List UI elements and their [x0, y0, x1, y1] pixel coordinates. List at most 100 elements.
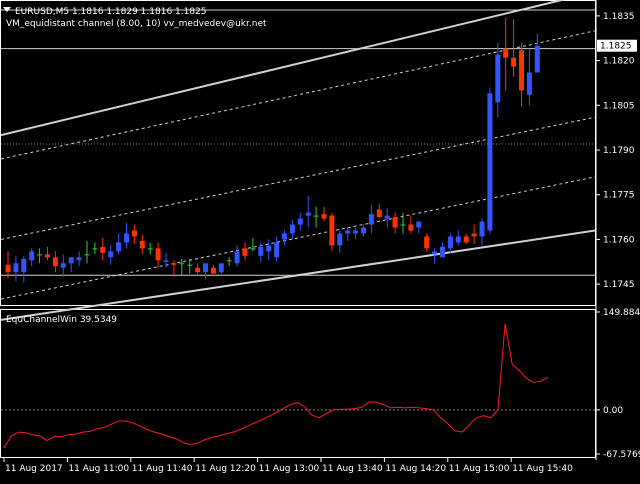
price-tick-label: 1.1745: [603, 280, 635, 290]
candle: [361, 224, 366, 237]
candle-body: [266, 245, 272, 252]
candle: [68, 257, 74, 273]
candle: [171, 260, 177, 277]
candle: [29, 248, 35, 267]
candle: [519, 42, 524, 107]
current-price-box: [597, 39, 637, 52]
candle: [226, 257, 232, 267]
candle-body: [487, 93, 493, 231]
candle-body: [503, 48, 509, 58]
candle-body: [116, 242, 122, 252]
candle: [297, 212, 303, 231]
candle: [155, 242, 161, 268]
candle-body: [234, 251, 240, 264]
candle: [400, 212, 406, 234]
candle: [345, 227, 351, 241]
candle: [52, 251, 58, 273]
candle-body: [432, 251, 438, 255]
time-tick-label: 11 Aug 2017: [5, 464, 63, 474]
oscillator-tick-label: 0.00: [603, 406, 623, 416]
candle: [463, 233, 469, 244]
candle-body: [353, 230, 359, 234]
candle: [100, 237, 106, 261]
candle-body: [534, 45, 540, 73]
time-tick-label: 11 Aug 15:40: [512, 464, 573, 474]
candle: [195, 263, 201, 274]
candle: [116, 233, 122, 255]
candle-body: [408, 224, 414, 231]
candle-body: [187, 264, 193, 266]
candle: [305, 196, 311, 228]
candle: [266, 239, 272, 261]
candle: [21, 255, 27, 283]
candle: [368, 205, 374, 234]
candle-body: [495, 54, 501, 103]
candle-body: [455, 236, 461, 243]
candle-body: [139, 240, 145, 249]
candle-body: [384, 215, 390, 219]
collapse-arrow-icon[interactable]: [3, 7, 11, 12]
candle-body: [100, 246, 106, 253]
time-tick-label: 11 Aug 13:00: [259, 464, 320, 474]
candle-body: [218, 263, 224, 273]
time-tick-label: 11 Aug 14:20: [385, 464, 446, 474]
candle: [84, 240, 90, 264]
channel-line: [0, 0, 567, 137]
channel-line: [0, 176, 596, 300]
candle-body: [179, 263, 185, 265]
candle: [282, 230, 287, 246]
candle-body: [210, 267, 216, 274]
candle: [424, 233, 430, 252]
time-tick-label: 11 Aug 15:00: [449, 464, 510, 474]
candle: [503, 17, 509, 91]
candle-body: [13, 263, 19, 273]
candle: [329, 212, 335, 252]
candle: [210, 264, 216, 274]
candle: [353, 227, 359, 240]
candle: [218, 263, 224, 274]
candle: [187, 258, 193, 274]
candle: [384, 208, 390, 228]
candle-body: [337, 233, 343, 246]
candle-body: [289, 224, 295, 234]
candle: [92, 242, 98, 255]
candle: [5, 251, 11, 279]
price-pane-frame: [0, 0, 596, 306]
candle: [203, 263, 208, 280]
candle: [511, 18, 517, 77]
candle-body: [440, 246, 445, 258]
candle: [471, 224, 477, 244]
candle-body: [76, 257, 82, 261]
candle: [139, 234, 145, 255]
candle-body: [526, 72, 532, 95]
price-axis-ticks: 1.1835 1.1820 1.1805 1.1790 1.1775 1.1760 1.17…: [596, 12, 635, 290]
candle-body: [171, 263, 177, 265]
candle: [440, 242, 445, 258]
candle-body: [29, 251, 35, 261]
candle-body: [297, 218, 303, 225]
channel-line: [0, 30, 596, 160]
price-tick-label: 1.1775: [603, 191, 635, 201]
candle-body: [447, 236, 453, 249]
candle-body: [108, 251, 114, 258]
candle-body: [282, 233, 287, 240]
candle-body: [37, 254, 43, 256]
candle-body: [463, 236, 469, 243]
candle-body: [321, 214, 327, 219]
oscillator-tick-label: -67.5769: [603, 450, 640, 460]
oscillator-axis-ticks: 149.8846 0.00 -67.5769: [596, 308, 640, 460]
price-tick-label: 1.1805: [603, 101, 635, 111]
candle: [313, 206, 319, 228]
candle-body: [60, 263, 66, 268]
time-tick-label: 11 Aug 13:40: [322, 464, 383, 474]
candles: [5, 17, 540, 283]
candle: [242, 242, 248, 261]
candle: [495, 42, 501, 118]
candle: [534, 33, 540, 73]
candle-body: [368, 214, 374, 225]
candle: [13, 255, 19, 282]
candle-body: [226, 260, 232, 262]
window-header: EURUSD,M5 1.1816 1.1829 1.1816 1.1825 VM…: [3, 7, 267, 29]
candle-body: [242, 248, 248, 256]
